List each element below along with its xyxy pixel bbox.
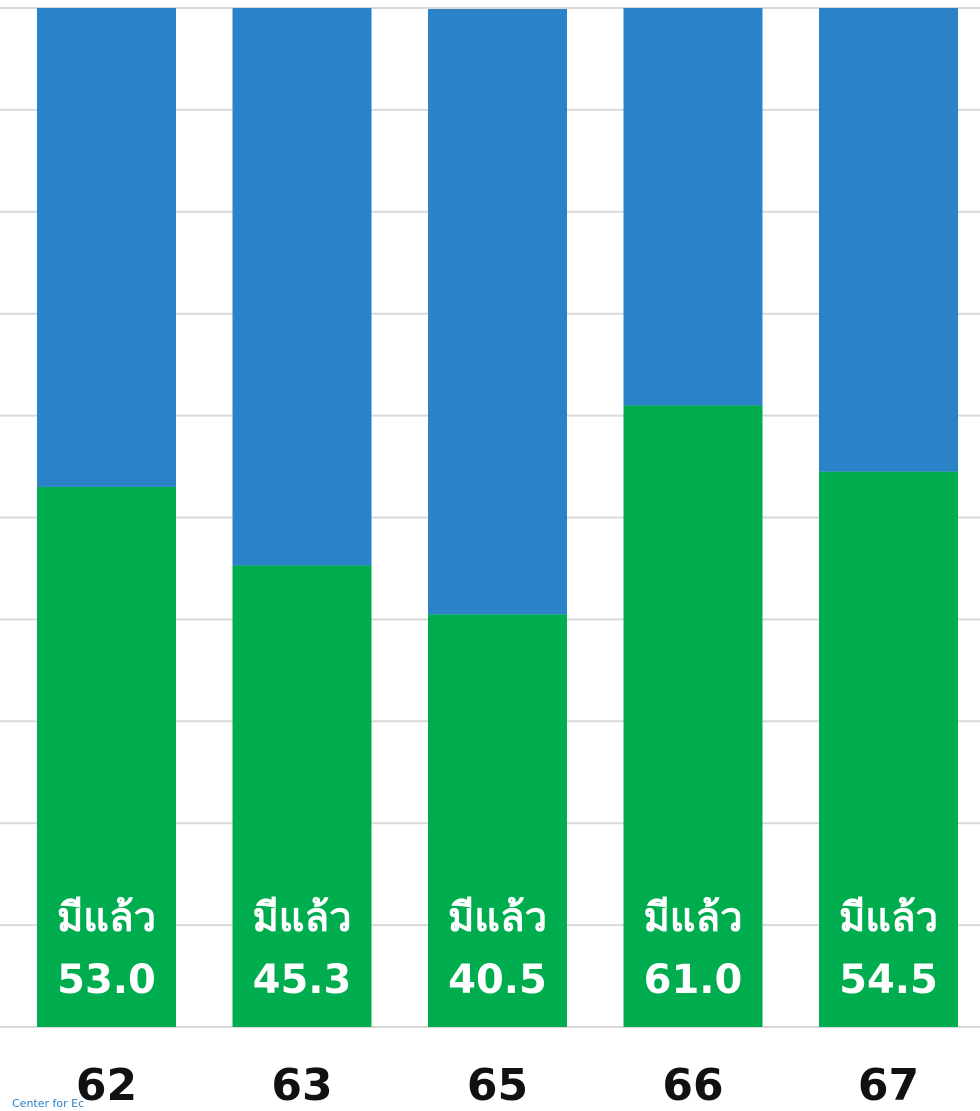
- value-label: 53.0: [57, 957, 156, 1003]
- value-label: 45.3: [253, 957, 352, 1003]
- series-label: มีแล้ว: [839, 895, 938, 941]
- bar-segment: [232, 8, 372, 566]
- series-label: มีแล้ว: [57, 895, 156, 941]
- bar-segment: [623, 405, 763, 1027]
- series-label: มีแล้ว: [252, 895, 351, 941]
- bar-segment: [37, 486, 176, 1027]
- value-label: 61.0: [644, 957, 743, 1003]
- value-label: 40.5: [448, 957, 547, 1003]
- series-label: มีแล้ว: [643, 895, 742, 941]
- bar-segment: [623, 8, 763, 406]
- bar-segment: [819, 8, 958, 472]
- bar-segment: [428, 614, 567, 1027]
- source: Center for Ec: [12, 1097, 84, 1110]
- value-label: 54.5: [839, 957, 938, 1003]
- x-tick-label: 66: [662, 1060, 723, 1111]
- x-tick-label: 62: [76, 1060, 137, 1111]
- series-label: มีแล้ว: [448, 895, 547, 941]
- bar-segment: [428, 9, 567, 615]
- x-tick-label: 65: [467, 1060, 528, 1111]
- x-tick-label: 63: [271, 1060, 332, 1111]
- x-tick-label: 67: [858, 1060, 919, 1111]
- bar-segment: [819, 471, 958, 1027]
- bar-segment: [37, 8, 176, 487]
- bar-segment: [232, 565, 372, 1027]
